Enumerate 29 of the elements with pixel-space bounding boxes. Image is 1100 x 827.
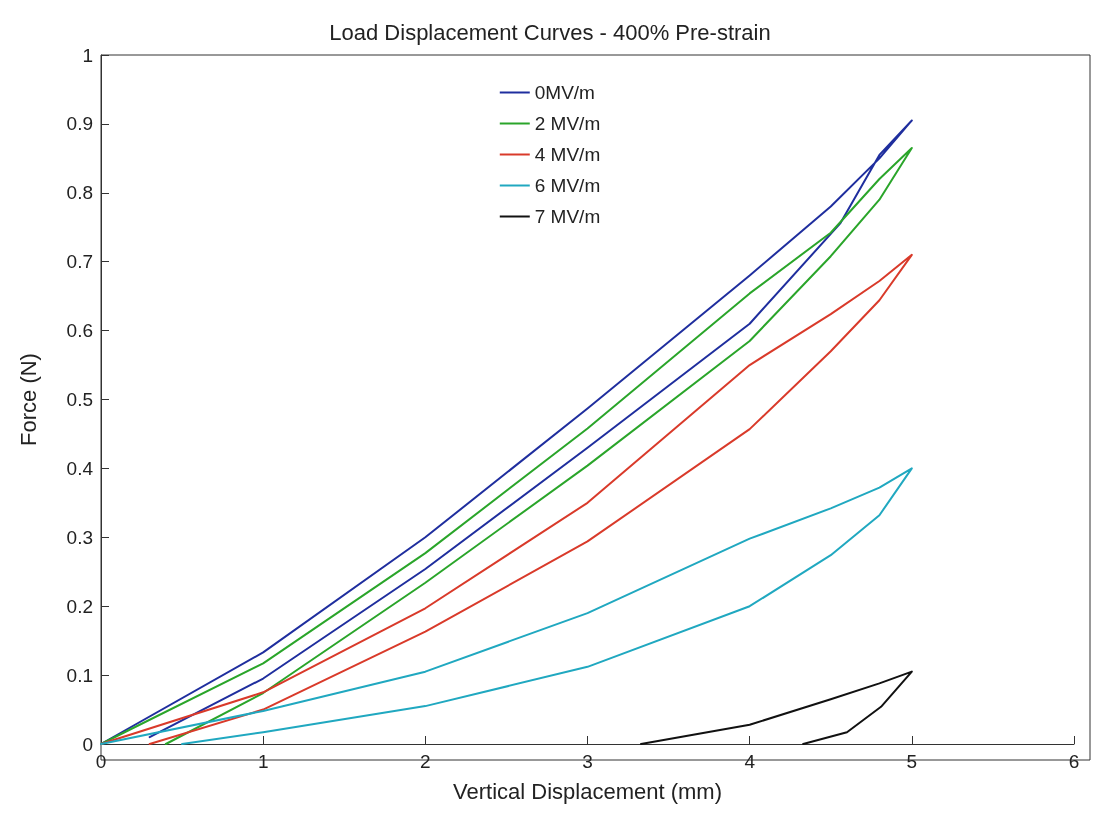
line-series xyxy=(640,670,913,745)
line-series xyxy=(100,467,913,745)
y-tick-label: 0.4 xyxy=(66,457,94,479)
legend-label: 7 MV/m xyxy=(534,206,601,227)
y-tick-label: 0.5 xyxy=(66,389,93,410)
x-tick-label: 4 xyxy=(744,751,756,772)
y-tick-label: 0.6 xyxy=(66,320,93,342)
x-tick-label: 1 xyxy=(257,751,269,772)
y-tick-label: 0 xyxy=(82,733,93,755)
legend-label: 4 MV/m xyxy=(534,144,601,165)
legend-label: 0MV/m xyxy=(534,82,595,103)
legend-label: 2 MV/m xyxy=(534,113,601,134)
legend-label: 6 MV/m xyxy=(534,175,601,196)
x-tick-label: 0 xyxy=(95,751,107,772)
x-tick-label: 3 xyxy=(582,751,593,772)
y-tick-label: 0.2 xyxy=(66,595,93,617)
x-tick-label: 6 xyxy=(1068,751,1080,772)
y-axis-title: Force (N) xyxy=(15,353,41,446)
y-tick-label: 0.1 xyxy=(66,664,93,686)
line-series xyxy=(100,253,913,745)
y-tick-label: 1 xyxy=(82,44,93,66)
y-tick-label: 0.8 xyxy=(66,182,93,204)
x-tick-label: 5 xyxy=(906,751,918,772)
y-tick-label: 0.7 xyxy=(66,251,93,273)
y-tick-label: 0.9 xyxy=(66,113,93,135)
x-axis-title: Vertical Displacement (mm) xyxy=(453,778,722,804)
y-tick-label: 0.3 xyxy=(66,526,93,548)
x-tick-label: 2 xyxy=(420,751,431,772)
chart-title: Load Displacement Curves - 400% Pre-strain xyxy=(329,19,771,45)
